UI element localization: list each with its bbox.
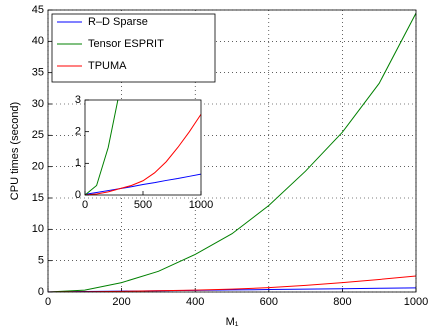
- y-tick-label: 5: [38, 255, 44, 267]
- series-group: [85, 100, 201, 195]
- y-tick-label: 15: [32, 192, 44, 204]
- series-line: [85, 173, 201, 195]
- legend-label: Tensor ESPRIT: [88, 38, 164, 50]
- x-tick-label: 1000: [404, 296, 428, 308]
- x-tick-label: 600: [260, 296, 278, 308]
- x-tick-label: 500: [134, 199, 152, 211]
- x-tick-label: 0: [45, 296, 51, 308]
- x-tick-label: 1000: [189, 199, 213, 211]
- y-tick-label: 2: [75, 126, 81, 138]
- series-line: [85, 113, 201, 195]
- series-line: [85, 100, 119, 195]
- plot-area: [85, 100, 201, 195]
- y-tick-label: 20: [32, 161, 44, 173]
- x-tick-label: 0: [82, 199, 88, 211]
- legend-box: [51, 13, 216, 83]
- y-axis-label: CPU times (second): [9, 102, 21, 200]
- plot-frame: [47, 9, 417, 293]
- y-tick-label: 25: [32, 129, 44, 141]
- series-group: [48, 12, 416, 292]
- series-line: [48, 275, 416, 292]
- y-tick-label: 40: [32, 35, 44, 47]
- x-tick-label: 200: [112, 296, 130, 308]
- y-tick-label: 1: [75, 157, 81, 169]
- y-tick-label: 45: [32, 4, 44, 16]
- series-line: [48, 12, 416, 292]
- x-tick-label: 800: [333, 296, 351, 308]
- y-tick-label: 35: [32, 67, 44, 79]
- y-tick-label: 0: [75, 189, 81, 201]
- legend-label: R–D Sparse: [88, 16, 148, 28]
- plot-frame: [84, 99, 202, 196]
- y-tick-label: 10: [32, 223, 44, 235]
- x-tick-label: 400: [186, 296, 204, 308]
- x-axis-label: M₁: [226, 316, 239, 328]
- y-tick-label: 3: [75, 94, 81, 106]
- y-tick-label: 30: [32, 98, 44, 110]
- y-tick-label: 0: [38, 286, 44, 298]
- legend-label: TPUMA: [88, 60, 127, 72]
